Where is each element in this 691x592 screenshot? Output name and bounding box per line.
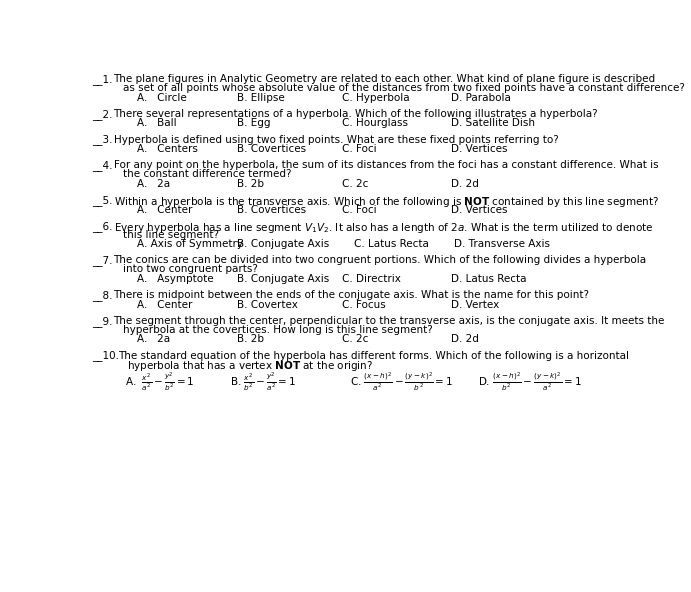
Text: B. Conjugate Axis: B. Conjugate Axis: [238, 239, 330, 249]
Text: B. 2b: B. 2b: [238, 334, 265, 345]
Text: B. Covertices: B. Covertices: [238, 144, 307, 154]
Text: into two congruent parts?: into two congruent parts?: [123, 264, 258, 274]
Text: D. 2d: D. 2d: [451, 179, 478, 189]
Text: D. $\frac{(x-h)^2}{b^2}-\frac{(y-k)^2}{a^2}=1$: D. $\frac{(x-h)^2}{b^2}-\frac{(y-k)^2}{a…: [477, 371, 582, 393]
Text: __6.: __6.: [93, 221, 113, 231]
Text: The standard equation of the hyperbola has different forms. Which of the followi: The standard equation of the hyperbola h…: [118, 350, 629, 361]
Text: A.   Center: A. Center: [137, 205, 192, 215]
Text: A.   Asymptote: A. Asymptote: [137, 274, 214, 284]
Text: D. Transverse Axis: D. Transverse Axis: [455, 239, 551, 249]
Text: as set of all points whose absolute value of the distances from two fixed points: as set of all points whose absolute valu…: [123, 83, 685, 93]
Text: D. Vertex: D. Vertex: [451, 300, 499, 310]
Text: The plane figures in Analytic Geometry are related to each other. What kind of p: The plane figures in Analytic Geometry a…: [113, 74, 656, 84]
Text: __9.: __9.: [93, 316, 113, 327]
Text: C. $\frac{(x-h)^2}{a^2}-\frac{(y-k)^2}{b^2}=1$: C. $\frac{(x-h)^2}{a^2}-\frac{(y-k)^2}{b…: [350, 371, 453, 393]
Text: C. Foci: C. Foci: [342, 205, 377, 215]
Text: C. Latus Recta: C. Latus Recta: [354, 239, 428, 249]
Text: There several representations of a hyperbola. Which of the following illustrates: There several representations of a hyper…: [113, 109, 598, 119]
Text: C. 2c: C. 2c: [342, 179, 368, 189]
Text: A.   Ball: A. Ball: [137, 118, 176, 128]
Text: C. Hourglass: C. Hourglass: [342, 118, 408, 128]
Text: A. Axis of Symmetry: A. Axis of Symmetry: [137, 239, 243, 249]
Text: A.   Centers: A. Centers: [137, 144, 198, 154]
Text: hyperbola that has a vertex $\mathbf{NOT}$ at the origin?: hyperbola that has a vertex $\mathbf{NOT…: [127, 359, 373, 374]
Text: There is midpoint between the ends of the conjugate axis. What is the name for t: There is midpoint between the ends of th…: [113, 290, 589, 300]
Text: hyperbola at the covertices. How long is this line segment?: hyperbola at the covertices. How long is…: [123, 325, 433, 334]
Text: C. Foci: C. Foci: [342, 144, 377, 154]
Text: D. Parabola: D. Parabola: [451, 92, 511, 102]
Text: __4.: __4.: [93, 160, 113, 171]
Text: C. 2c: C. 2c: [342, 334, 368, 345]
Text: B. Covertex: B. Covertex: [238, 300, 299, 310]
Text: D. Latus Recta: D. Latus Recta: [451, 274, 526, 284]
Text: D. Vertices: D. Vertices: [451, 144, 507, 154]
Text: B. Egg: B. Egg: [238, 118, 271, 128]
Text: D. Satellite Dish: D. Satellite Dish: [451, 118, 535, 128]
Text: A.   Center: A. Center: [137, 300, 192, 310]
Text: __3.: __3.: [93, 134, 113, 146]
Text: D. 2d: D. 2d: [451, 334, 478, 345]
Text: D. Vertices: D. Vertices: [451, 205, 507, 215]
Text: C. Directrix: C. Directrix: [342, 274, 401, 284]
Text: Every hyperbola has a line segment $V_1V_2$. It also has a length of $2a$. What : Every hyperbola has a line segment $V_1V…: [113, 221, 653, 235]
Text: __7.: __7.: [93, 256, 113, 266]
Text: the constant difference termed?: the constant difference termed?: [123, 169, 292, 179]
Text: Within a hyperbola is the transverse axis. Which of the following is $\mathbf{NO: Within a hyperbola is the transverse axi…: [113, 195, 659, 209]
Text: For any point on the hyperbola, the sum of its distances from the foci has a con: For any point on the hyperbola, the sum …: [113, 160, 658, 170]
Text: A.   Circle: A. Circle: [137, 92, 187, 102]
Text: A.   2a: A. 2a: [137, 179, 170, 189]
Text: __1.: __1.: [93, 74, 113, 85]
Text: The conics are can be divided into two congruent portions. Which of the followin: The conics are can be divided into two c…: [113, 256, 647, 265]
Text: B. $\frac{x^2}{b^2}-\frac{y^2}{a^2}=1$: B. $\frac{x^2}{b^2}-\frac{y^2}{a^2}=1$: [229, 371, 296, 393]
Text: __10.: __10.: [93, 350, 120, 362]
Text: B. 2b: B. 2b: [238, 179, 265, 189]
Text: Hyperbola is defined using two fixed points. What are these fixed points referri: Hyperbola is defined using two fixed poi…: [113, 134, 558, 144]
Text: __8.: __8.: [93, 290, 113, 301]
Text: B. Covertices: B. Covertices: [238, 205, 307, 215]
Text: C. Focus: C. Focus: [342, 300, 386, 310]
Text: this line segment?: this line segment?: [123, 230, 219, 240]
Text: The segment through the center, perpendicular to the transverse axis, is the con: The segment through the center, perpendi…: [113, 316, 665, 326]
Text: A.  $\frac{x^2}{a^2}-\frac{y^2}{b^2}=1$: A. $\frac{x^2}{a^2}-\frac{y^2}{b^2}=1$: [125, 371, 195, 393]
Text: __2.: __2.: [93, 109, 113, 120]
Text: A.   2a: A. 2a: [137, 334, 170, 345]
Text: B. Conjugate Axis: B. Conjugate Axis: [238, 274, 330, 284]
Text: C. Hyperbola: C. Hyperbola: [342, 92, 410, 102]
Text: __5.: __5.: [93, 195, 113, 206]
Text: B. Ellipse: B. Ellipse: [238, 92, 285, 102]
